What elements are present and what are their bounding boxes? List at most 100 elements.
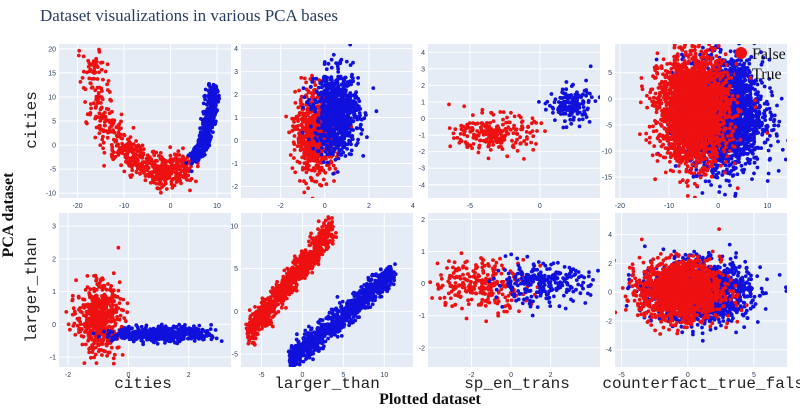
point-true <box>354 143 359 148</box>
point-false <box>115 150 120 155</box>
point-true <box>327 106 331 111</box>
point-false <box>291 156 296 160</box>
point-true <box>371 86 376 90</box>
point-false <box>185 178 190 182</box>
point-false <box>518 135 522 140</box>
point-true <box>563 91 568 96</box>
point-false <box>100 89 104 93</box>
point-false <box>124 159 129 164</box>
point-false <box>465 134 470 139</box>
point-false <box>292 134 297 138</box>
point-true <box>333 92 338 97</box>
point-false <box>455 135 460 140</box>
point-false <box>304 170 309 175</box>
point-true <box>306 137 311 142</box>
point-true <box>197 151 201 156</box>
point-false <box>317 144 321 148</box>
point-true <box>752 139 757 144</box>
point-true <box>305 100 309 105</box>
point-true <box>584 78 588 83</box>
point-false <box>483 139 488 144</box>
point-true <box>349 148 354 153</box>
point-true <box>580 113 585 117</box>
point-true <box>345 133 349 138</box>
point-false <box>474 137 479 141</box>
point-true <box>752 171 756 176</box>
point-false <box>487 144 491 148</box>
point-true <box>334 98 339 103</box>
point-true <box>208 124 213 129</box>
point-true <box>311 76 315 81</box>
y-tick-label: 3 <box>421 66 425 73</box>
point-true <box>344 105 348 110</box>
point-false <box>181 146 185 151</box>
point-true <box>762 111 766 116</box>
point-true <box>189 169 194 174</box>
point-false <box>98 143 103 148</box>
point-false <box>111 121 116 125</box>
point-false <box>94 56 99 61</box>
point-true <box>759 94 763 99</box>
point-true <box>194 144 199 149</box>
point-true <box>203 87 208 92</box>
point-false <box>284 114 288 119</box>
point-false <box>503 133 508 138</box>
point-true <box>199 134 204 139</box>
point-false <box>307 149 312 154</box>
point-false <box>304 145 308 150</box>
point-true <box>354 126 359 130</box>
point-true <box>358 123 363 127</box>
point-true <box>321 105 325 110</box>
point-false <box>522 139 526 143</box>
point-true <box>339 57 344 62</box>
point-true <box>348 118 353 123</box>
x-tick-label: -10 <box>119 203 129 210</box>
point-true <box>309 124 313 129</box>
point-true <box>345 111 350 116</box>
point-true <box>335 170 340 174</box>
point-false <box>88 102 93 106</box>
point-true <box>196 157 201 162</box>
point-false <box>299 137 304 142</box>
point-false <box>187 166 192 171</box>
point-false <box>135 166 140 171</box>
point-true <box>333 157 338 162</box>
point-true <box>351 99 356 104</box>
point-false <box>103 69 108 74</box>
point-true <box>321 160 326 165</box>
point-false <box>306 186 310 191</box>
point-false <box>520 127 525 132</box>
point-true <box>548 103 552 108</box>
point-false <box>485 127 490 132</box>
point-false <box>95 85 100 90</box>
point-true <box>345 126 350 130</box>
point-true <box>188 151 193 156</box>
y-axis-title: PCA dataset <box>0 172 17 258</box>
point-true <box>349 74 354 79</box>
point-true <box>338 128 343 133</box>
point-true <box>339 96 344 101</box>
point-true <box>703 179 708 184</box>
point-true <box>341 119 345 124</box>
point-false <box>302 152 307 157</box>
point-false <box>175 165 180 169</box>
point-true <box>551 110 555 115</box>
point-false <box>125 154 129 159</box>
point-false <box>477 143 482 148</box>
point-false <box>158 151 163 155</box>
point-false <box>543 129 547 134</box>
point-false <box>119 112 124 117</box>
point-false <box>332 179 336 183</box>
point-true <box>329 111 334 116</box>
point-true <box>331 135 336 140</box>
point-false <box>168 145 173 150</box>
point-true <box>204 145 209 150</box>
point-false <box>489 110 493 115</box>
point-false <box>183 157 188 162</box>
point-true <box>342 114 347 119</box>
point-true <box>331 171 336 176</box>
point-false <box>107 111 112 116</box>
point-false <box>179 169 184 174</box>
point-false <box>97 111 102 116</box>
point-false <box>448 144 453 149</box>
